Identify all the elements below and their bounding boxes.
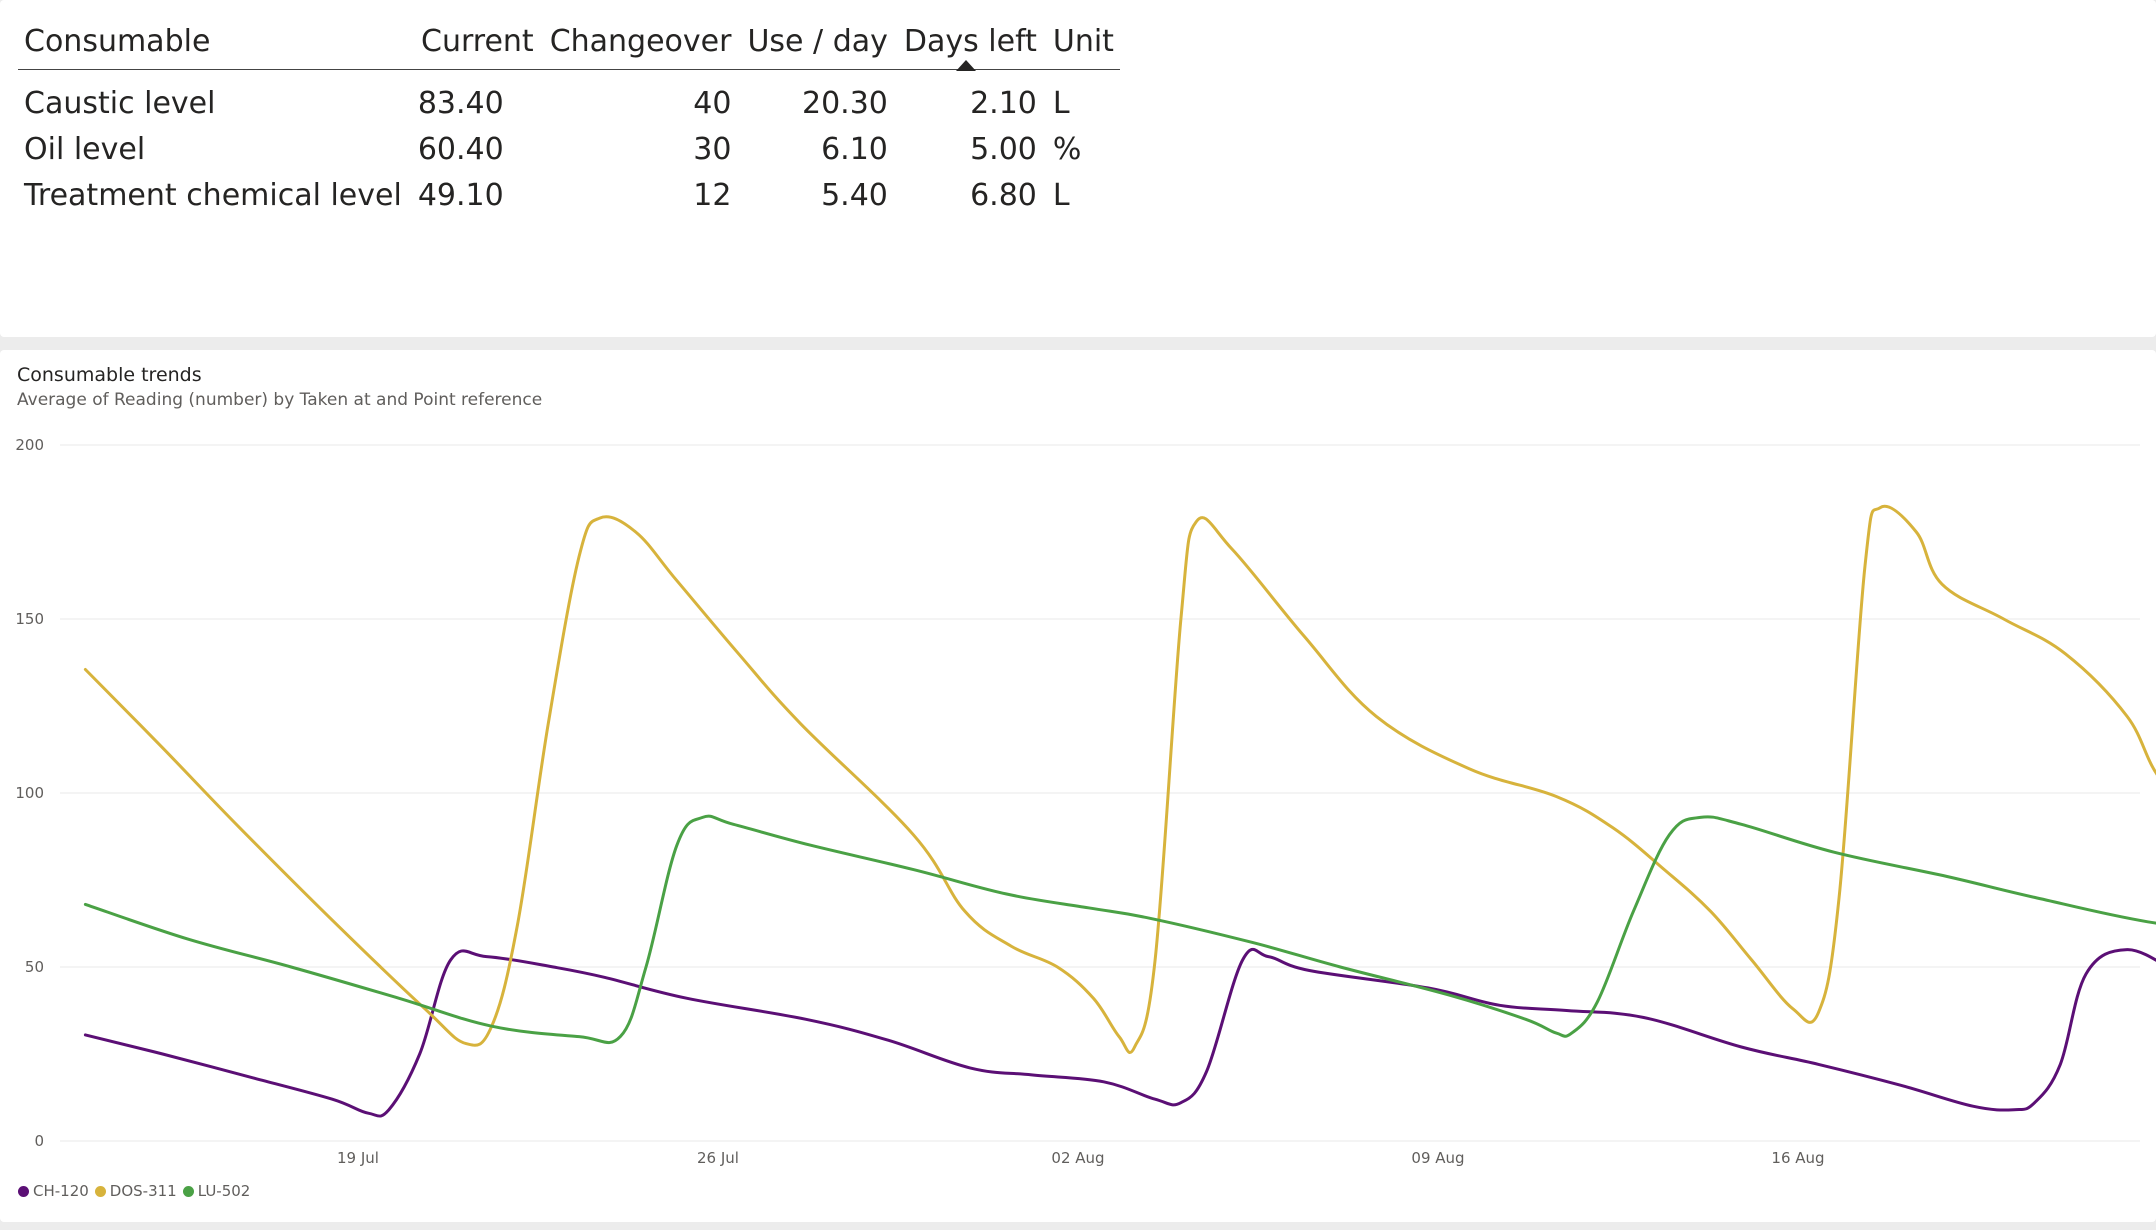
- x-tick-label: 16 Aug: [1771, 1149, 1824, 1167]
- legend-dot-icon: [18, 1185, 29, 1197]
- y-tick-label: 150: [15, 610, 44, 628]
- series-line-ch-120[interactable]: [83, 947, 2156, 1118]
- cell-consumable: Caustic level: [24, 85, 216, 121]
- x-tick-label: 26 Jul: [697, 1149, 739, 1167]
- cell-changeover: 30: [693, 131, 732, 167]
- col-header-unit[interactable]: Unit: [1046, 18, 1120, 70]
- x-tick-label: 02 Aug: [1051, 1149, 1104, 1167]
- chart-legend: CH-120 DOS-311 LU-502: [18, 1182, 250, 1200]
- chart-subtitle: Average of Reading (number) by Taken at …: [17, 390, 543, 410]
- col-header-days-left[interactable]: Days left: [897, 18, 1047, 71]
- chart-title: Consumable trends: [17, 364, 202, 386]
- cell-current: 49.10: [417, 177, 504, 213]
- table-row[interactable]: Caustic level 83.40 40 20.30 2.10 L: [18, 70, 1120, 123]
- legend-item-ch-120[interactable]: CH-120: [18, 1182, 89, 1200]
- cell-use-per-day: 20.30: [801, 85, 888, 121]
- sort-ascending-icon: [956, 60, 977, 71]
- chart-card: Consumable trends Average of Reading (nu…: [0, 350, 2156, 1222]
- legend-label: LU-502: [197, 1182, 251, 1200]
- table-header-row: Consumable Current Changeover Use / day …: [18, 18, 1120, 71]
- legend-label: CH-120: [33, 1182, 89, 1200]
- cell-consumable: Treatment chemical level: [24, 177, 402, 213]
- x-tick-label: 19 Jul: [337, 1149, 379, 1167]
- cell-unit: L: [1052, 177, 1070, 213]
- col-header-days-left-label: Days left: [903, 24, 1037, 59]
- consumables-table: Consumable Current Changeover Use / day …: [18, 18, 1120, 214]
- cell-changeover: 40: [693, 85, 732, 121]
- series-line-dos-311[interactable]: [83, 503, 2156, 1054]
- cell-days-left: 2.10: [970, 85, 1037, 121]
- cell-unit: %: [1052, 131, 1082, 167]
- y-tick-label: 50: [25, 958, 44, 976]
- cell-current: 83.40: [417, 85, 504, 121]
- cell-use-per-day: 6.10: [821, 131, 888, 167]
- line-chart[interactable]: 200 150 100 50 0 19 Jul 26 Jul 02 Aug 09 Aug 16 A…: [0, 420, 2156, 1180]
- table-row[interactable]: Oil level 60.40 30 6.10 5.00 %: [18, 122, 1120, 168]
- col-header-use-per-day[interactable]: Use / day: [741, 18, 898, 70]
- x-tick-label: 09 Aug: [1411, 1149, 1464, 1167]
- col-header-current[interactable]: Current: [411, 18, 544, 70]
- legend-dot-icon: [182, 1185, 194, 1197]
- legend-dot-icon: [94, 1185, 106, 1197]
- col-header-consumable[interactable]: Consumable: [18, 18, 412, 70]
- y-tick-label: 200: [15, 436, 44, 454]
- cell-use-per-day: 5.40: [821, 177, 888, 213]
- cell-changeover: 12: [693, 177, 732, 213]
- table-row[interactable]: Treatment chemical level 49.10 12 5.40 6…: [18, 168, 1120, 214]
- col-header-changeover[interactable]: Changeover: [543, 18, 742, 70]
- y-tick-label: 0: [34, 1132, 44, 1150]
- cell-days-left: 6.80: [970, 177, 1037, 213]
- cell-unit: L: [1052, 85, 1070, 121]
- cell-consumable: Oil level: [24, 131, 146, 167]
- series-line-lu-502[interactable]: [83, 814, 2156, 1045]
- cell-current: 60.40: [417, 131, 504, 167]
- table-card: Consumable Current Changeover Use / day …: [0, 0, 2156, 337]
- legend-item-lu-502[interactable]: LU-502: [182, 1182, 251, 1200]
- legend-item-dos-311[interactable]: DOS-311: [94, 1182, 177, 1200]
- legend-label: DOS-311: [109, 1182, 177, 1200]
- y-tick-label: 100: [15, 784, 44, 802]
- cell-days-left: 5.00: [970, 131, 1037, 167]
